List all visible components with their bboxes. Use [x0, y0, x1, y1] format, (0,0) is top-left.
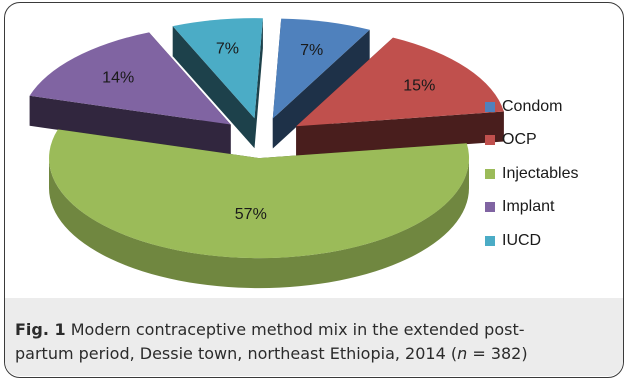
legend-swatch-injectables: [485, 168, 495, 179]
legend-swatch-iucd: [485, 235, 495, 246]
figure-label: Fig. 1: [15, 320, 66, 339]
legend-label-injectables: Injectables: [502, 164, 579, 182]
slice-top-ocp: [296, 37, 504, 127]
data-label-implant: 14%: [102, 70, 134, 87]
data-label-iucd: 7%: [216, 40, 239, 57]
figure-caption: Fig. 1 Modern contraceptive method mix i…: [15, 318, 615, 366]
data-label-injectables: 57%: [235, 206, 267, 223]
slice-top-implant: [29, 32, 231, 125]
legend-item-condom: Condom: [485, 90, 579, 124]
legend-swatch-ocp: [485, 135, 495, 146]
caption-n-var: n: [457, 344, 468, 363]
legend-item-injectables: Injectables: [485, 157, 579, 191]
legend-label-condom: Condom: [502, 97, 563, 115]
legend-swatch-implant: [485, 202, 495, 213]
slice-top-injectables: [49, 129, 470, 259]
legend-item-iucd: IUCD: [485, 224, 579, 258]
slice-side-wall-condom-2: [272, 29, 370, 149]
chart-legend: Condom OCP Injectables Implant IUCD: [485, 90, 579, 258]
data-label-condom: 7%: [300, 42, 323, 59]
caption-n-rest: = 382): [467, 344, 528, 363]
legend-label-iucd: IUCD: [502, 231, 542, 249]
slice-side-wall-iucd-1: [172, 26, 255, 149]
slice-top-condom: [272, 18, 370, 119]
slice-side-wall-implant-1: [29, 95, 231, 155]
caption-line2: partum period, Dessie town, northeast Et…: [15, 344, 458, 363]
legend-item-implant: Implant: [485, 191, 579, 225]
legend-label-implant: Implant: [502, 198, 555, 216]
data-label-ocp: 15%: [403, 78, 435, 95]
legend-label-ocp: OCP: [502, 131, 537, 149]
slice-side-wall-iucd-2: [254, 18, 263, 149]
caption-box: [5, 298, 623, 376]
caption-line1: Modern contraceptive method mix in the e…: [70, 320, 525, 339]
slice-top-iucd: [172, 18, 263, 119]
legend-item-ocp: OCP: [485, 124, 579, 158]
slice-rim-injectables: [49, 158, 469, 289]
legend-swatch-condom: [485, 101, 495, 112]
